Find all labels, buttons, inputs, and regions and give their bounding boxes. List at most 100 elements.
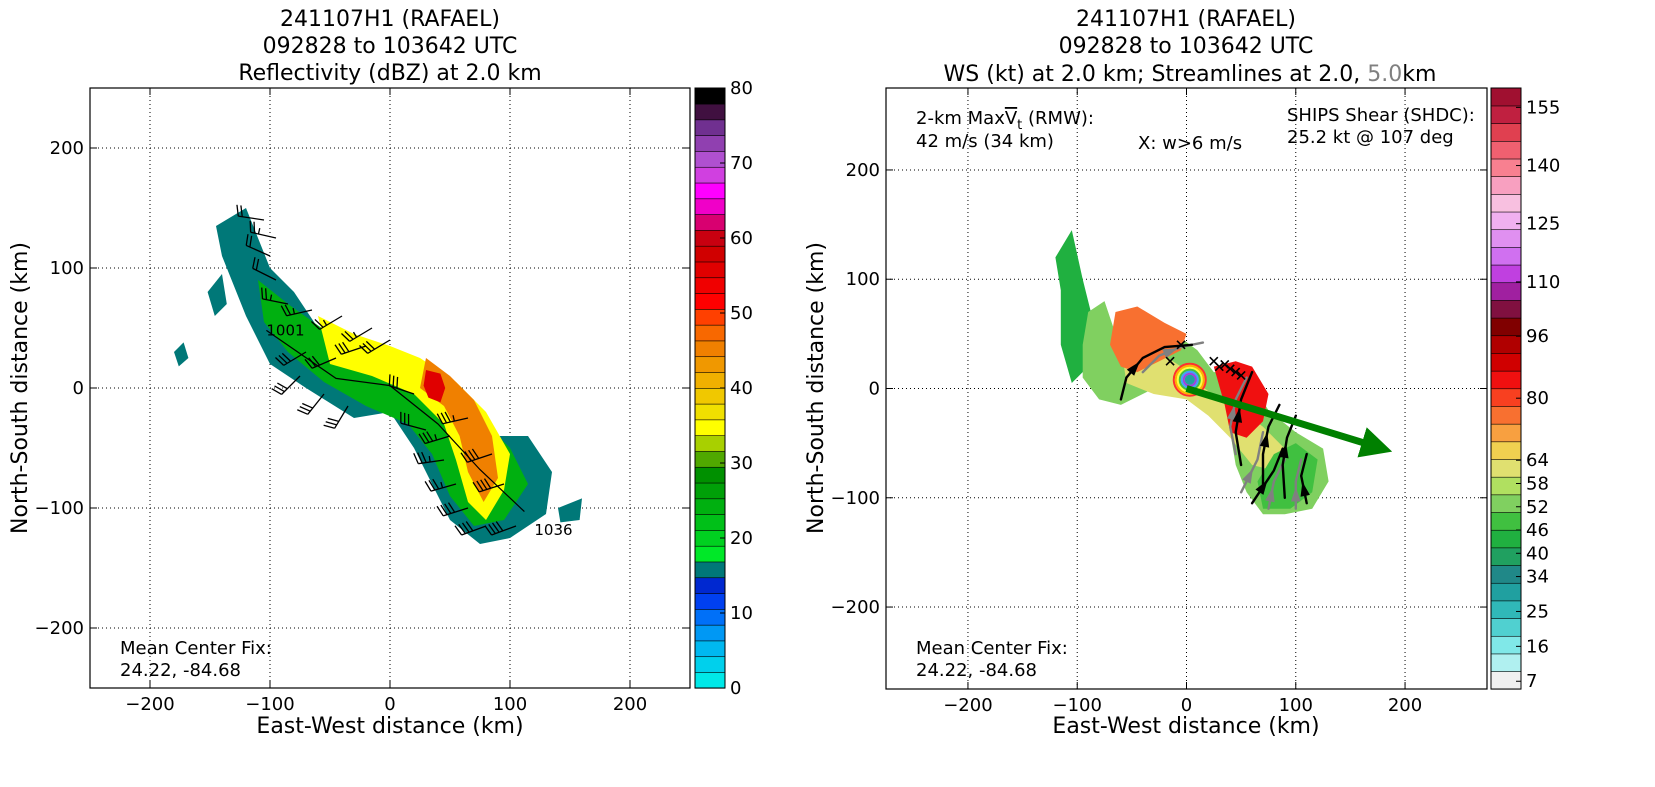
streamline-5km (1290, 458, 1303, 510)
colorbar-segment (1490, 388, 1522, 407)
colorbar-segment (694, 561, 726, 579)
shear-vector-arrow (1185, 385, 1393, 458)
colorbar-segment (694, 656, 726, 673)
w-marker (1165, 356, 1175, 366)
wind-barb (245, 234, 271, 257)
left-colorbar: 0 10 20 30 40 50 60 70 80 (694, 78, 753, 699)
right-title-line3: WS (kt) at 2.0 km; Streamlines at 2.0, 5… (944, 62, 1437, 87)
streamline-5km (1226, 376, 1248, 456)
wind-barb (460, 448, 493, 463)
colorbar-segment (1490, 87, 1522, 107)
colorbar-segment (1490, 211, 1522, 231)
colorbar-segment (694, 182, 726, 200)
y-tick-label: 100 (846, 269, 880, 290)
w-marker (1231, 367, 1241, 377)
colorbar-segment (1490, 352, 1522, 372)
field-region-7 (558, 498, 582, 523)
colorbar-segment (1490, 494, 1522, 513)
colorbar-tick-label: 64 (1526, 450, 1549, 471)
field-region-6 (174, 342, 189, 367)
left-x-axis-label: East-West distance (km) (256, 714, 523, 739)
left-axis-ticks: −200 −100 0 100 200 −200 −100 0 100 200 (35, 88, 690, 715)
colorbar-tick-label: 80 (1526, 388, 1549, 409)
colorbar-segment (694, 466, 726, 484)
colorbar-segment (694, 245, 726, 263)
wind-barb (297, 393, 325, 415)
left-title-line2: 092828 to 103642 UTC (263, 34, 518, 59)
streamline-2km (1232, 370, 1254, 467)
colorbar-segment (694, 371, 726, 389)
colorbar-segment (1490, 123, 1522, 142)
colorbar-segment (694, 308, 726, 326)
right-x-axis-label: East-West distance (km) (1052, 714, 1319, 739)
x-tick-label: 0 (1181, 695, 1192, 716)
x-tick-label: 200 (1388, 695, 1422, 716)
colorbar-segment (1490, 511, 1522, 531)
wind-barb (311, 315, 343, 330)
colorbar-tick-label: 50 (730, 303, 753, 324)
colorbar-segment (694, 292, 726, 310)
colorbar-segment (694, 150, 726, 168)
streamline-5km (1239, 431, 1265, 494)
y-tick-label: −200 (35, 618, 84, 639)
wind-barb (388, 374, 415, 395)
y-tick-label: 0 (73, 378, 84, 399)
reflectivity-panel: 241107H1 (RAFAEL) 092828 to 103642 UTC R… (8, 7, 753, 739)
colorbar-tick-label: 58 (1526, 473, 1549, 494)
colorbar-segment (1490, 370, 1522, 390)
colorbar-segment (694, 592, 726, 610)
colorbar-segment (1490, 547, 1522, 566)
left-reflectivity-field (174, 208, 582, 544)
track-label-end: 1036 (534, 521, 572, 539)
colorbar-tick-label: 40 (730, 378, 753, 399)
colorbar-tick-label: 125 (1526, 214, 1560, 235)
wind-barb (436, 411, 469, 425)
colorbar-segment (694, 198, 726, 215)
y-tick-label: −200 (831, 597, 880, 618)
w-marker (1220, 359, 1230, 370)
colorbar-segment (1490, 158, 1522, 177)
ships-shear-label: SHIPS Shear (SHDC): (1287, 105, 1475, 126)
colorbar-segment (694, 119, 726, 136)
colorbar-tick-label: 0 (730, 678, 741, 699)
colorbar-segment (694, 624, 726, 642)
left-title-line3: Reflectivity (dBZ) at 2.0 km (238, 61, 541, 86)
y-tick-label: −100 (35, 498, 84, 519)
colorbar-segment (694, 640, 726, 658)
colorbar-segment (1490, 582, 1522, 602)
colorbar-segment (1490, 193, 1522, 213)
colorbar-segment (1490, 282, 1522, 301)
colorbar-segment (694, 356, 726, 373)
wind-barb (275, 351, 307, 366)
colorbar-segment (1490, 405, 1522, 425)
colorbar-segment (1490, 140, 1522, 160)
colorbar-segment (694, 671, 726, 689)
flight-track-line (266, 329, 525, 513)
colorbar-segment (1490, 458, 1522, 478)
wind-barb (359, 339, 391, 354)
max-vt-label: 2-km MaxVt (RMW): (916, 108, 1094, 133)
colorbar-tick-label: 110 (1526, 272, 1560, 293)
wind-barb (484, 521, 517, 536)
wind-barb (413, 451, 445, 465)
wind-barb (436, 502, 469, 517)
field-region-2 (318, 316, 510, 520)
left-wind-barbs (236, 204, 517, 536)
colorbar-segment (1490, 529, 1522, 549)
colorbar-segment (694, 135, 726, 152)
colorbar-segment (694, 277, 726, 294)
wind-barb (400, 411, 427, 431)
y-tick-label: 0 (869, 379, 880, 400)
wind-barb (472, 478, 505, 493)
colorbar-segment (1490, 246, 1522, 266)
max-vt-value: 42 m/s (34 km) (916, 131, 1054, 152)
y-tick-label: 200 (50, 138, 84, 159)
field-region-2 (1120, 344, 1285, 471)
storm-center-marker (1172, 362, 1207, 397)
colorbar-tick-label: 30 (730, 453, 753, 474)
x-tick-label: −200 (943, 695, 992, 716)
colorbar-segment (1490, 635, 1522, 655)
ships-shear-value: 25.2 kt @ 107 deg (1287, 127, 1454, 148)
x-tick-label: 200 (613, 694, 647, 715)
